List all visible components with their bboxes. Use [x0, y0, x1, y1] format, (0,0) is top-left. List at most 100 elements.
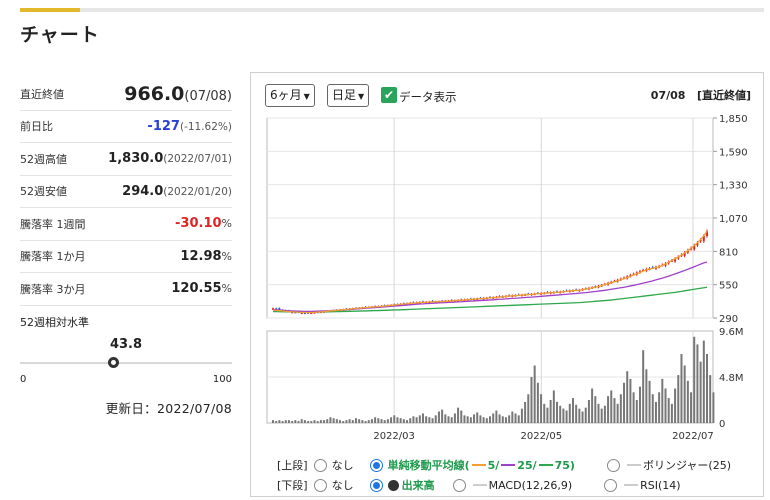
stat-sub: (-11.62%) — [179, 120, 232, 133]
stat-label: 52週安値 — [20, 185, 67, 199]
slider-max-label: 100 — [212, 373, 232, 385]
volume-bar — [540, 394, 543, 423]
lower-none-radio[interactable] — [313, 478, 327, 492]
volume-bar — [396, 417, 399, 423]
stat-value: 1,830.0 — [108, 151, 164, 167]
volume-bar — [613, 398, 616, 423]
candle-body — [272, 308, 274, 310]
volume-bar — [683, 365, 686, 423]
volume-bar — [508, 415, 511, 423]
candle-body — [696, 242, 699, 246]
volume-bar — [441, 409, 444, 423]
volume-bar — [712, 392, 715, 423]
volume-bar — [485, 418, 488, 423]
volume-bar — [329, 417, 332, 423]
volume-bar — [616, 403, 619, 423]
volume-bar — [501, 416, 504, 423]
volume-bar — [297, 421, 300, 423]
sma-radio[interactable] — [369, 458, 383, 472]
volume-bar — [626, 371, 629, 423]
volume-bar — [702, 340, 705, 423]
stat-value: -30.10 — [175, 216, 222, 232]
volume-bar — [281, 421, 284, 423]
bollinger-radio[interactable] — [606, 458, 620, 472]
volume-bar — [291, 421, 294, 423]
volume-bar — [524, 401, 527, 423]
volume-bar — [645, 369, 648, 423]
volume-bar — [354, 418, 357, 423]
volume-tick-label: 0 — [719, 419, 725, 430]
volume-bar — [549, 400, 552, 423]
chevron-down-icon: ▼ — [358, 92, 365, 101]
volume-bar — [342, 421, 345, 423]
volume-bar — [348, 419, 351, 423]
upper-none-radio[interactable] — [313, 458, 327, 472]
volume-bar — [511, 411, 514, 423]
volume-bar — [303, 420, 306, 423]
volume-bar — [275, 421, 278, 423]
volume-bar — [370, 419, 373, 423]
volume-bar — [562, 408, 565, 423]
updated-date: 更新日：2022/07/08 — [105, 400, 232, 416]
stat-value-group: -127(-11.62%) — [147, 119, 232, 134]
volume-bar — [473, 414, 476, 423]
volume-bar — [310, 421, 313, 423]
sma5-line — [272, 230, 708, 314]
period-select-value: 6ヶ月 — [270, 88, 302, 102]
volume-bar — [543, 403, 546, 423]
interval-select[interactable]: 日足 ▼ — [327, 84, 370, 107]
sma5-label: 5/ — [487, 458, 500, 472]
macd-radio[interactable] — [452, 478, 466, 492]
volume-bar — [651, 394, 654, 423]
candle-body — [300, 312, 303, 315]
volume-bar — [638, 386, 641, 423]
stat-value: 294.0 — [122, 183, 164, 199]
volume-bar — [587, 400, 590, 423]
chart-header-date: 07/08 [直近終値] — [651, 87, 751, 103]
price-chart[interactable]: 1,850 1,590 1,330 1,070 810 550 290 9.6M 4.8M 0 20… — [251, 73, 763, 453]
active-tab-indicator — [20, 8, 80, 12]
volume-bar — [390, 417, 393, 423]
x-tick-label: 2022/03 — [373, 431, 415, 442]
period-select[interactable]: 6ヶ月 ▼ — [265, 84, 315, 107]
candle-body — [693, 245, 696, 250]
stat-unit: % — [221, 217, 232, 231]
volume-bar — [425, 416, 428, 423]
volume-bar — [504, 417, 507, 423]
rsi-radio[interactable] — [604, 478, 618, 492]
volume-bar — [457, 407, 460, 423]
volume-bar — [690, 392, 693, 423]
volume-bar — [339, 420, 342, 423]
candle-body — [674, 258, 677, 262]
volume-bar — [642, 350, 645, 423]
relative-level-value: 43.8 — [109, 336, 143, 352]
volume-bar — [345, 420, 348, 423]
volume-bar — [287, 420, 290, 423]
price-tick-label: 290 — [719, 314, 738, 325]
data-display-label: データ表示 — [399, 90, 457, 104]
volume-bar — [658, 392, 661, 423]
lower-label: [下段] — [277, 479, 308, 492]
volume-bar — [428, 417, 431, 423]
volume-bar — [409, 418, 412, 423]
sma75-line — [273, 286, 708, 313]
volume-bar — [284, 420, 287, 423]
volume-bar — [377, 418, 380, 423]
sma5-swatch — [471, 464, 486, 466]
bollinger-label: ボリンジャー(25) — [642, 459, 731, 472]
volume-bar — [556, 401, 559, 423]
volume-radio[interactable] — [369, 478, 383, 492]
sma25-line — [272, 261, 708, 313]
candle-body — [310, 312, 313, 315]
rsi-swatch — [624, 484, 639, 486]
volume-bar — [648, 380, 651, 423]
stat-value-group: 1,830.0(2022/07/01) — [108, 151, 232, 166]
bollinger-swatch — [626, 464, 641, 466]
upper-label: [上段] — [277, 459, 308, 472]
macd-swatch — [472, 484, 487, 486]
volume-bar — [495, 410, 498, 423]
data-display-checkbox[interactable]: ✔ — [381, 87, 397, 103]
volume-bar — [489, 416, 491, 423]
stat-row: 直近終値 966.0(07/08) — [20, 78, 232, 111]
volume-bar — [412, 416, 415, 423]
